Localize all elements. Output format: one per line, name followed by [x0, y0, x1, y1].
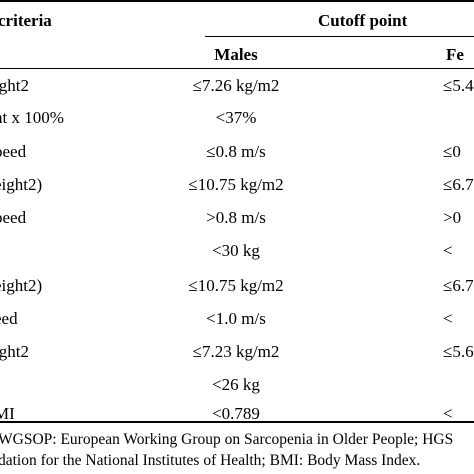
header-rule — [0, 68, 474, 69]
males-cutoff-cell: <1.0 m/s — [206, 309, 266, 328]
females-cutoff-cell: < — [443, 404, 453, 423]
males-cutoff-cell: <0.789 — [212, 404, 260, 423]
footnote-line-1: WGSOP: European Working Group on Sarcope… — [0, 431, 454, 448]
females-cutoff-cell: < — [443, 309, 453, 328]
females-cutoff-cell: ≤6.7 — [443, 276, 474, 295]
criterion-cell: peed — [0, 142, 27, 161]
criteria-header: criteria — [0, 11, 52, 30]
females-cutoff-cell: ≤6.7 — [443, 175, 474, 194]
criterion-cell: ight2 — [0, 342, 29, 361]
cutoff-point-header: Cutoff point — [318, 11, 408, 30]
males-cutoff-cell: <26 kg — [212, 375, 260, 394]
males-cutoff-cell: ≤10.75 kg/m2 — [188, 276, 284, 295]
criterion-cell: eed — [0, 309, 18, 328]
criterion-cell: peed — [0, 208, 27, 227]
top-rule — [0, 0, 474, 2]
males-cutoff-cell: ≤0.8 m/s — [206, 142, 266, 161]
criterion-cell: ight2 — [0, 76, 29, 95]
females-cutoff-cell: < — [443, 241, 453, 260]
criterion-cell: eight2) — [0, 175, 43, 194]
criterion-cell: MI — [0, 404, 15, 423]
females-cutoff-cell: ≤5.4 — [443, 76, 474, 95]
females-header: Fe — [446, 45, 464, 64]
criterion-cell: eight2) — [0, 276, 43, 295]
males-cutoff-cell: <30 kg — [212, 241, 260, 260]
cutoff-subrule — [205, 36, 474, 37]
bottom-rule — [0, 421, 474, 423]
criterion-cell: ht x 100% — [0, 108, 64, 127]
males-cutoff-cell: >0.8 m/s — [206, 208, 266, 227]
footnote-line-2: dation for the National Institutes of He… — [0, 452, 421, 469]
males-header: Males — [214, 45, 258, 64]
females-cutoff-cell: >0 — [443, 208, 462, 227]
males-cutoff-cell: <37% — [215, 108, 257, 127]
males-cutoff-cell: ≤7.23 kg/m2 — [192, 342, 280, 361]
males-cutoff-cell: ≤7.26 kg/m2 — [192, 76, 280, 95]
males-cutoff-cell: ≤10.75 kg/m2 — [188, 175, 284, 194]
females-cutoff-cell: ≤5.6 — [443, 342, 474, 361]
females-cutoff-cell: ≤0 — [443, 142, 461, 161]
